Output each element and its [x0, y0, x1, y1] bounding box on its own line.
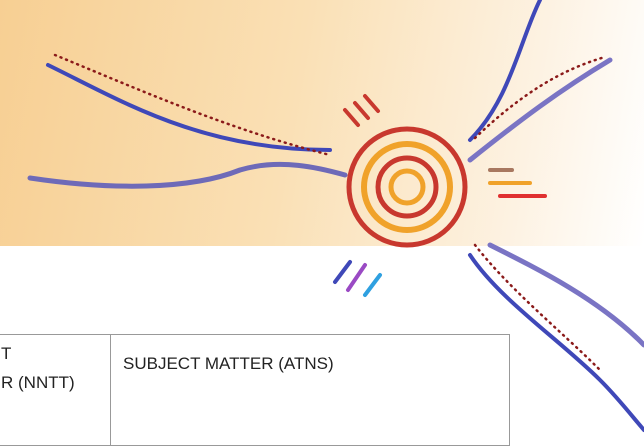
- dash: [365, 275, 380, 295]
- dash: [335, 262, 350, 282]
- dash: [365, 96, 378, 111]
- artwork: [0, 0, 644, 437]
- page: T R (NNTT) SUBJECT MATTER (ATNS) (() => …: [0, 0, 644, 437]
- swirl: [48, 65, 330, 150]
- dash: [348, 265, 365, 290]
- swirl: [30, 164, 345, 186]
- dots: [475, 245, 600, 370]
- dash: [355, 103, 368, 118]
- ring: [378, 158, 436, 216]
- dots: [475, 57, 605, 138]
- swirl: [470, 0, 540, 140]
- swirl: [490, 245, 644, 345]
- dots: [55, 55, 330, 155]
- ring: [391, 171, 423, 203]
- dash: [345, 110, 358, 125]
